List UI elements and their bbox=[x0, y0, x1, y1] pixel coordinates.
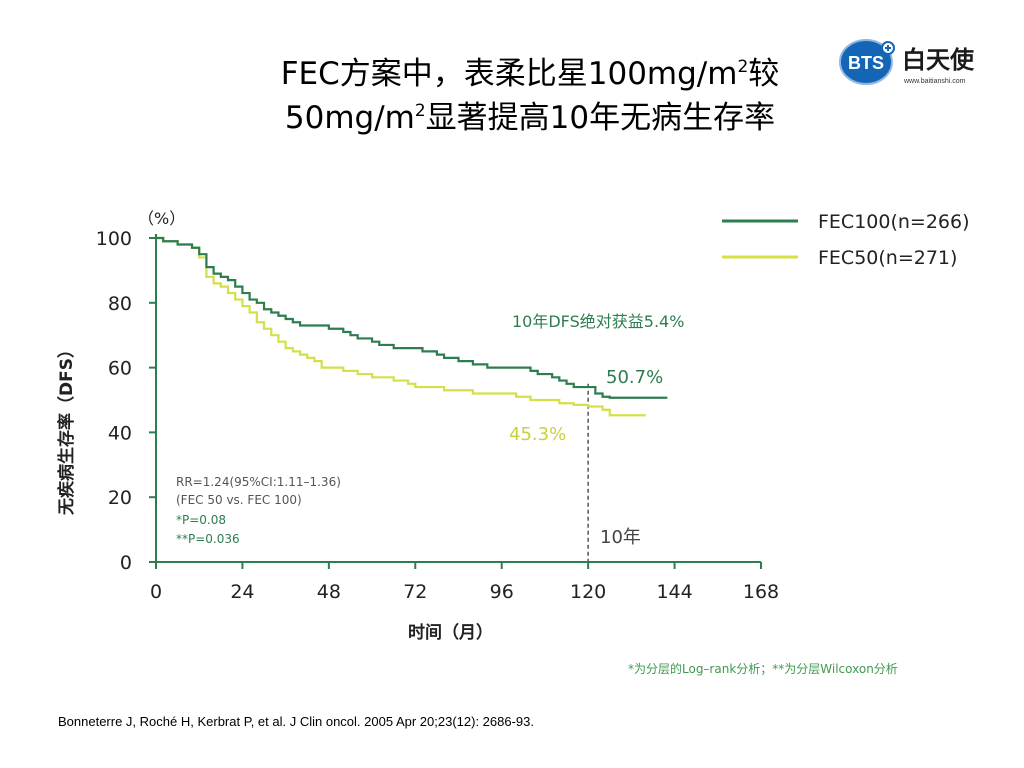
stat-method-note: *为分层的Log–rank分析；**为分层Wilcoxon分析 bbox=[628, 662, 898, 676]
logo-badge-text: BTS bbox=[848, 53, 884, 73]
x-tick-label: 120 bbox=[570, 581, 606, 603]
x-tick-label: 0 bbox=[150, 581, 162, 603]
logo-url: www.baitianshi.com bbox=[903, 78, 966, 85]
title-line-1: FEC方案中，表柔比星100mg/m2较 bbox=[280, 56, 780, 92]
logo-badge-icon bbox=[840, 40, 892, 84]
title-line-2: 50mg/m2显著提高10年无病生存率 bbox=[284, 100, 776, 136]
legend-label: FEC50(n=271) bbox=[818, 247, 957, 269]
ten-year-label: 10年 bbox=[600, 527, 641, 548]
stats-rr: RR=1.24(95%CI:1.11–1.36) bbox=[176, 475, 341, 489]
y-tick-label: 60 bbox=[108, 358, 132, 380]
x-tick-label: 72 bbox=[403, 581, 427, 603]
dfs-gain-annotation: 10年DFS绝对获益5.4% bbox=[512, 312, 684, 331]
x-tick-label: 48 bbox=[317, 581, 341, 603]
x-tick-label: 168 bbox=[743, 581, 779, 603]
citation-footnote: Bonneterre J, Roché H, Kerbrat P, et al.… bbox=[58, 714, 534, 729]
x-axis-label: 时间（月） bbox=[408, 622, 493, 643]
x-tick-label: 144 bbox=[656, 581, 692, 603]
slide-title: FEC方案中，表柔比星100mg/m2较 50mg/m2显著提高10年无病生存率 bbox=[180, 52, 880, 140]
y-tick-label: 80 bbox=[108, 293, 132, 315]
y-tick-label: 20 bbox=[108, 487, 132, 509]
series-line-1 bbox=[156, 236, 646, 417]
dfs-chart: （%） 无疾病生存率（DFS） 时间（月） 0 24 48 72 96 120 144 168… bbox=[56, 209, 970, 643]
logo-name: 白天使 bbox=[902, 46, 975, 74]
stats-block: RR=1.24(95%CI:1.11–1.36) (FEC 50 vs. FEC… bbox=[176, 475, 341, 546]
y-tick-label: 40 bbox=[108, 422, 132, 444]
fec50-value-label: 45.3% bbox=[509, 424, 566, 445]
fec100-value-label: 50.7% bbox=[606, 367, 663, 388]
x-tick-label: 24 bbox=[230, 581, 254, 603]
x-tick-label: 96 bbox=[490, 581, 514, 603]
y-tick-label: 0 bbox=[120, 552, 132, 574]
series-line-0 bbox=[156, 236, 668, 399]
bts-logo: BTS 白天使 www.baitianshi.com bbox=[839, 39, 975, 85]
y-axis-label: 无疾病生存率（DFS） bbox=[56, 341, 77, 516]
stats-compare: (FEC 50 vs. FEC 100) bbox=[176, 493, 302, 507]
y-axis-unit: （%） bbox=[138, 209, 185, 228]
y-tick-label: 100 bbox=[96, 228, 132, 250]
stats-p2: **P=0.036 bbox=[176, 532, 240, 546]
stats-p1: *P=0.08 bbox=[176, 513, 226, 527]
legend-label: FEC100(n=266) bbox=[818, 211, 970, 233]
